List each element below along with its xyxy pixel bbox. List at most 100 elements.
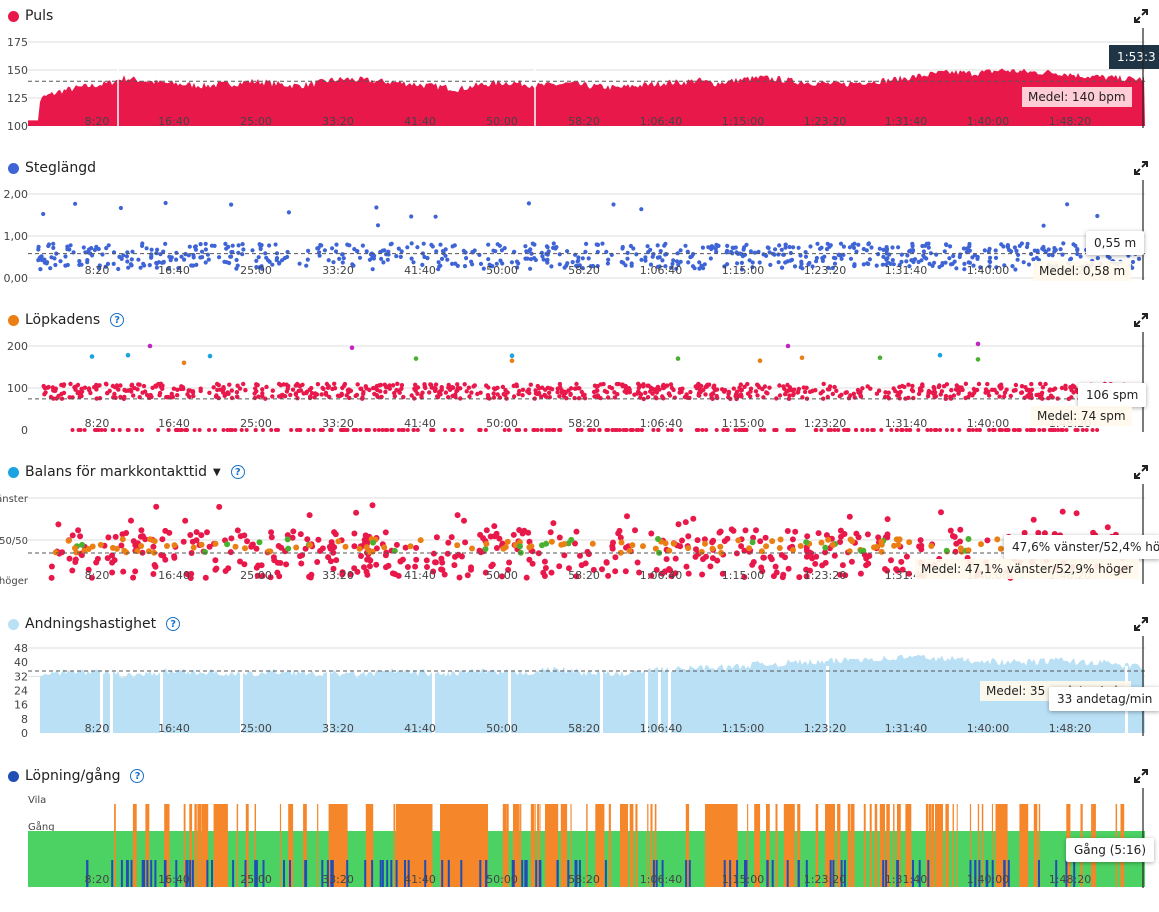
data-point	[307, 574, 314, 581]
expand-icon[interactable]	[1133, 464, 1149, 480]
data-point	[653, 395, 658, 400]
help-icon[interactable]: ?	[130, 769, 145, 783]
data-point	[364, 571, 371, 578]
run-bar	[786, 860, 789, 887]
panel-title: Puls	[8, 6, 53, 26]
data-point	[658, 249, 663, 254]
data-point	[236, 243, 241, 248]
data-point	[347, 395, 352, 401]
panel-balans: Balans för markkontakttid ▼ ? 60% vänste…	[0, 456, 1159, 608]
expand-icon[interactable]	[1133, 616, 1149, 632]
rest-bar	[837, 804, 841, 887]
data-point	[592, 394, 597, 399]
run-bar	[330, 860, 333, 887]
expand-icon[interactable]	[1133, 768, 1149, 784]
rest-block	[825, 804, 835, 887]
data-point	[817, 246, 823, 251]
data-point	[125, 428, 130, 432]
data-point	[772, 563, 779, 570]
data-point	[485, 395, 491, 401]
run-bar	[146, 860, 149, 887]
data-point	[1074, 387, 1079, 392]
data-point	[763, 543, 770, 550]
rest-bar	[530, 804, 534, 887]
data-point	[431, 386, 436, 391]
data-point	[182, 517, 189, 524]
x-tick-label: 1:15:00	[722, 569, 764, 582]
data-point	[243, 388, 248, 393]
data-point	[150, 543, 157, 550]
run-bar	[745, 860, 748, 887]
data-point	[420, 390, 425, 395]
expand-icon[interactable]	[1133, 160, 1149, 176]
data-point	[599, 566, 605, 573]
data-point	[777, 383, 782, 388]
data-point	[856, 242, 861, 247]
data-point	[697, 266, 702, 271]
data-point	[290, 528, 297, 535]
data-point	[1013, 267, 1018, 272]
run-bar	[978, 860, 981, 887]
data-point	[956, 389, 962, 394]
y-tick-label: 60% höger	[0, 576, 29, 587]
data-point	[241, 532, 248, 539]
data-point	[694, 537, 701, 544]
rest-bar	[537, 804, 540, 887]
chart-plot[interactable]: VilaGångLöpning8:2016:4025:0033:2041:405…	[0, 788, 1159, 898]
data-point	[818, 391, 823, 396]
run-bar	[685, 860, 688, 887]
data-point	[193, 244, 198, 249]
data-point	[104, 246, 109, 251]
data-point	[502, 544, 509, 551]
help-icon[interactable]: ?	[230, 465, 245, 479]
chart-plot[interactable]: 2,001,000,008:20 16:40 25:00 33:20 41:40 50:0…	[0, 180, 1159, 290]
data-point	[694, 428, 699, 432]
help-icon[interactable]: ?	[166, 617, 181, 631]
data-point	[887, 252, 892, 257]
data-point	[131, 393, 136, 398]
rest-bar	[995, 804, 999, 887]
data-point	[354, 568, 361, 575]
data-point	[643, 255, 648, 260]
average-label-steglangd: Medel: 0,58 m	[1033, 261, 1132, 281]
data-point	[896, 392, 902, 397]
data-point	[967, 241, 972, 247]
data-point	[928, 428, 933, 432]
data-point	[85, 566, 92, 573]
help-icon[interactable]: ?	[110, 313, 125, 327]
rest-bar	[727, 804, 738, 887]
data-point	[748, 249, 754, 254]
data-point	[819, 428, 824, 432]
run-bar	[447, 860, 450, 887]
data-point	[576, 428, 581, 432]
data-point	[715, 395, 720, 401]
data-point	[304, 536, 311, 543]
data-point	[297, 531, 304, 538]
expand-icon[interactable]	[1133, 312, 1149, 328]
data-point	[970, 255, 975, 260]
run-bar	[163, 860, 166, 887]
data-point	[546, 390, 552, 395]
dropdown-caret-icon[interactable]: ▼	[213, 466, 221, 478]
data-point	[701, 266, 706, 271]
data-point	[390, 383, 396, 388]
expand-icon[interactable]	[1133, 8, 1149, 24]
data-point	[868, 386, 873, 391]
data-point	[881, 254, 886, 259]
data-point	[1019, 241, 1024, 246]
data-point	[838, 241, 844, 246]
data-point	[79, 262, 84, 267]
data-point	[163, 241, 168, 246]
data-point	[875, 534, 882, 541]
data-point	[372, 253, 377, 258]
data-point	[737, 428, 742, 432]
data-point	[777, 393, 783, 398]
data-point	[852, 241, 857, 246]
data-point	[374, 205, 379, 210]
data-point	[646, 383, 651, 388]
data-point	[230, 243, 235, 248]
data-point	[641, 396, 646, 402]
